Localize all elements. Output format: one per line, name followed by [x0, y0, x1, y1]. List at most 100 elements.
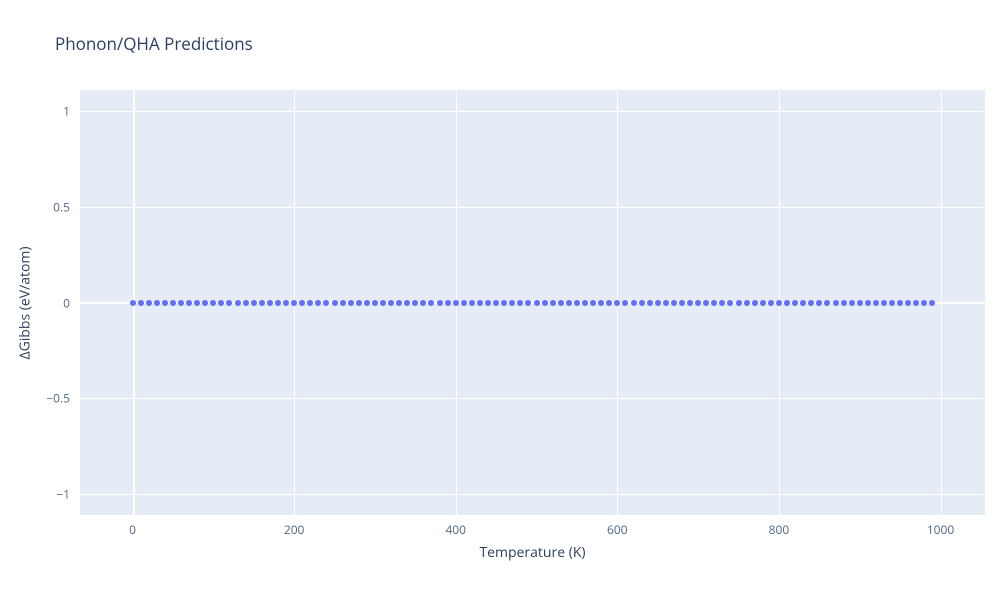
data-point[interactable]	[138, 300, 144, 306]
data-point[interactable]	[469, 300, 475, 306]
data-point[interactable]	[243, 300, 249, 306]
data-point[interactable]	[776, 300, 782, 306]
data-point[interactable]	[251, 300, 257, 306]
data-point[interactable]	[154, 300, 160, 306]
data-point[interactable]	[703, 300, 709, 306]
data-point[interactable]	[542, 300, 548, 306]
data-point[interactable]	[307, 300, 313, 306]
data-point[interactable]	[445, 300, 451, 306]
data-point[interactable]	[194, 300, 200, 306]
data-point[interactable]	[816, 300, 822, 306]
data-point[interactable]	[485, 300, 491, 306]
data-point[interactable]	[687, 300, 693, 306]
data-point[interactable]	[186, 300, 192, 306]
data-point[interactable]	[332, 300, 338, 306]
data-point[interactable]	[396, 300, 402, 306]
data-point[interactable]	[695, 300, 701, 306]
data-point[interactable]	[501, 300, 507, 306]
data-point[interactable]	[380, 300, 386, 306]
data-point[interactable]	[857, 300, 863, 306]
data-point[interactable]	[509, 300, 515, 306]
data-point[interactable]	[590, 300, 596, 306]
data-point[interactable]	[784, 300, 790, 306]
data-point[interactable]	[897, 300, 903, 306]
data-point[interactable]	[453, 300, 459, 306]
data-point[interactable]	[525, 300, 531, 306]
data-point[interactable]	[356, 300, 362, 306]
data-point[interactable]	[808, 300, 814, 306]
data-point[interactable]	[202, 300, 208, 306]
data-point[interactable]	[348, 300, 354, 306]
data-point[interactable]	[768, 300, 774, 306]
data-point[interactable]	[210, 300, 216, 306]
data-point[interactable]	[267, 300, 273, 306]
data-point[interactable]	[259, 300, 265, 306]
data-point[interactable]	[606, 300, 612, 306]
data-point[interactable]	[711, 300, 717, 306]
data-point[interactable]	[218, 300, 224, 306]
data-point[interactable]	[550, 300, 556, 306]
data-point[interactable]	[412, 300, 418, 306]
data-point[interactable]	[913, 300, 919, 306]
data-point[interactable]	[663, 300, 669, 306]
data-point[interactable]	[437, 300, 443, 306]
data-point[interactable]	[792, 300, 798, 306]
data-point[interactable]	[566, 300, 572, 306]
data-point[interactable]	[558, 300, 564, 306]
data-point[interactable]	[315, 300, 321, 306]
data-point[interactable]	[275, 300, 281, 306]
data-point[interactable]	[582, 300, 588, 306]
data-point[interactable]	[291, 300, 297, 306]
data-point[interactable]	[679, 300, 685, 306]
data-point[interactable]	[130, 300, 136, 306]
data-point[interactable]	[905, 300, 911, 306]
data-point[interactable]	[800, 300, 806, 306]
data-point[interactable]	[719, 300, 725, 306]
data-point[interactable]	[598, 300, 604, 306]
data-point[interactable]	[736, 300, 742, 306]
data-point[interactable]	[226, 300, 232, 306]
data-point[interactable]	[170, 300, 176, 306]
data-point[interactable]	[865, 300, 871, 306]
data-point[interactable]	[921, 300, 927, 306]
data-point[interactable]	[420, 300, 426, 306]
data-point[interactable]	[493, 300, 499, 306]
plot-area[interactable]	[80, 90, 985, 515]
data-point[interactable]	[404, 300, 410, 306]
data-point[interactable]	[727, 300, 733, 306]
data-point[interactable]	[517, 300, 523, 306]
data-point[interactable]	[671, 300, 677, 306]
data-point[interactable]	[849, 300, 855, 306]
data-point[interactable]	[655, 300, 661, 306]
data-point[interactable]	[929, 300, 935, 306]
data-point[interactable]	[477, 300, 483, 306]
data-point[interactable]	[162, 300, 168, 306]
data-point[interactable]	[889, 300, 895, 306]
data-point[interactable]	[178, 300, 184, 306]
data-point[interactable]	[428, 300, 434, 306]
data-point[interactable]	[833, 300, 839, 306]
data-point[interactable]	[299, 300, 305, 306]
data-point[interactable]	[364, 300, 370, 306]
data-point[interactable]	[461, 300, 467, 306]
data-point[interactable]	[235, 300, 241, 306]
data-point[interactable]	[622, 300, 628, 306]
data-point[interactable]	[639, 300, 645, 306]
data-point[interactable]	[388, 300, 394, 306]
data-point[interactable]	[873, 300, 879, 306]
data-point[interactable]	[614, 300, 620, 306]
data-point[interactable]	[534, 300, 540, 306]
data-point[interactable]	[631, 300, 637, 306]
data-point[interactable]	[881, 300, 887, 306]
data-point[interactable]	[752, 300, 758, 306]
data-point[interactable]	[744, 300, 750, 306]
data-point[interactable]	[372, 300, 378, 306]
data-point[interactable]	[824, 300, 830, 306]
data-point[interactable]	[146, 300, 152, 306]
data-point[interactable]	[760, 300, 766, 306]
data-point[interactable]	[574, 300, 580, 306]
data-point[interactable]	[340, 300, 346, 306]
data-point[interactable]	[283, 300, 289, 306]
data-point[interactable]	[841, 300, 847, 306]
data-point[interactable]	[323, 300, 329, 306]
